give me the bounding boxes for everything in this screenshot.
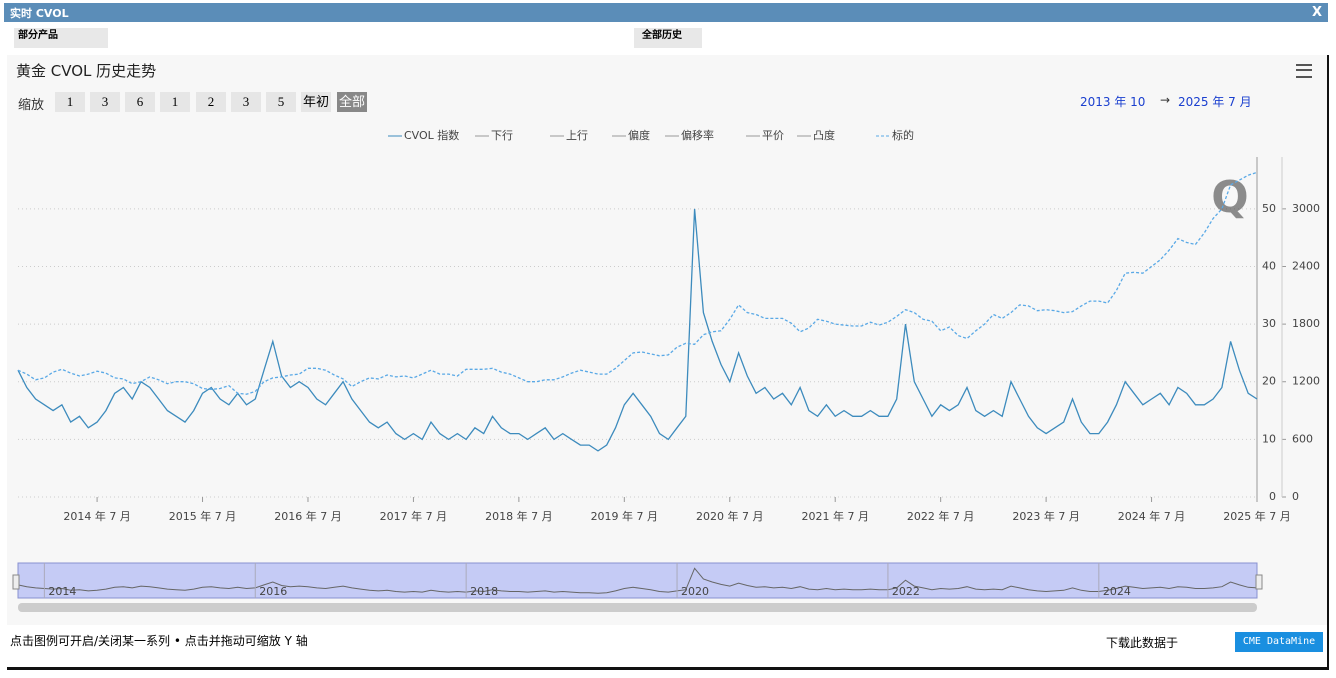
watermark: Q — [1211, 172, 1248, 223]
x-tick-label: 2017 年 7 月 — [380, 509, 447, 523]
x-tick-label: 2016 年 7 月 — [274, 509, 341, 523]
x-tick-label: 2020 年 7 月 — [696, 509, 763, 523]
x-tick-label: 2025 年 7 月 — [1223, 509, 1290, 523]
legend-item[interactable]: 上行 — [566, 129, 588, 142]
legend-item[interactable]: 标的 — [892, 128, 914, 142]
navigator-label: 2020 — [681, 585, 709, 598]
scrollbar[interactable] — [18, 603, 1257, 612]
menu-icon[interactable] — [1296, 64, 1312, 78]
zoom-button[interactable]: 3 — [231, 92, 261, 112]
y2-tick-label: 2400 — [1292, 259, 1320, 272]
y-tick-label: 50 — [1262, 202, 1276, 215]
range-to[interactable]: 2025 年 7 月 — [1178, 95, 1252, 109]
download-label: 下载此数据于 — [1106, 636, 1179, 650]
legend-item[interactable]: 下行 — [491, 129, 513, 142]
y2-tick-label: 600 — [1292, 432, 1313, 445]
series-line — [17, 171, 1258, 395]
legend-item[interactable]: 偏度 — [628, 128, 650, 142]
x-tick-label: 2014 年 7 月 — [63, 509, 130, 523]
datamine-link[interactable]: CME DataMine — [1235, 632, 1323, 652]
zoom-button[interactable]: 1 — [160, 92, 190, 112]
series-line — [17, 208, 1258, 452]
navigator-label: 2014 — [48, 585, 76, 598]
close-button[interactable]: X — [1311, 5, 1322, 20]
zoom-button[interactable]: 年初 — [301, 92, 331, 112]
zoom-button[interactable]: 全部 — [337, 92, 367, 112]
x-tick-label: 2018 年 7 月 — [485, 509, 552, 523]
zoom-label: 缩放 — [18, 98, 45, 113]
zoom-button[interactable]: 6 — [125, 92, 155, 112]
navigator-label: 2022 — [892, 585, 920, 598]
y2-tick-label: 0 — [1292, 490, 1299, 503]
x-tick-label: 2021 年 7 月 — [801, 509, 868, 523]
navigator-label: 2016 — [259, 585, 287, 598]
y-tick-label: 0 — [1269, 490, 1276, 503]
navigator-handle[interactable] — [1255, 574, 1263, 590]
y2-tick-label: 1800 — [1292, 317, 1320, 330]
x-tick-label: 2019 年 7 月 — [591, 509, 658, 523]
x-tick-label: 2023 年 7 月 — [1012, 509, 1079, 523]
range-arrow: → — [1160, 93, 1171, 107]
y2-tick-label: 1200 — [1292, 375, 1320, 388]
navigator-window — [17, 562, 1258, 599]
title-bar: 实时 CVOL X — [4, 3, 1328, 22]
y-tick-label: 40 — [1262, 259, 1276, 272]
y-tick-label: 10 — [1262, 432, 1276, 445]
x-tick-label: 2015 年 7 月 — [169, 509, 236, 523]
footer-hint: 点击图例可开启/关闭某一系列 • 点击并拖动可缩放 Y 轴 — [10, 634, 308, 648]
legend-item[interactable]: CVOL 指数 — [404, 128, 459, 142]
navigator-label: 2018 — [470, 585, 498, 598]
y-tick-label: 20 — [1262, 375, 1276, 388]
zoom-button[interactable]: 2 — [196, 92, 226, 112]
y2-tick-label: 3000 — [1292, 202, 1320, 215]
y-tick-label: 30 — [1262, 317, 1276, 330]
window-title: 实时 CVOL — [10, 7, 69, 20]
right-rule — [1327, 55, 1329, 670]
navigator-line — [17, 567, 1258, 594]
legend-item[interactable]: 偏移率 — [681, 128, 714, 142]
legend-item[interactable]: 平价 — [762, 129, 784, 142]
navigator-label: 2024 — [1103, 585, 1131, 598]
zoom-button[interactable]: 5 — [266, 92, 296, 112]
x-tick-label: 2024 年 7 月 — [1118, 509, 1185, 523]
zoom-button[interactable]: 3 — [90, 92, 120, 112]
navigator-handle[interactable] — [12, 574, 20, 590]
chart-title: 黄金 CVOL 历史走势 — [16, 62, 157, 80]
zoom-button[interactable]: 1 — [55, 92, 85, 112]
bottom-rule — [7, 667, 1329, 670]
chart: CVOL 指数 下行 上行 偏度 偏移率 平价 凸度 标的 0 10 20 30 40 50 0 600 120… — [12, 128, 1320, 612]
x-tick-label: 2022 年 7 月 — [907, 509, 974, 523]
legend-item[interactable]: 凸度 — [813, 128, 835, 142]
product-select[interactable]: 部分产品 — [14, 28, 108, 48]
chart-panel — [7, 55, 1327, 625]
history-select[interactable]: 全部历史 — [634, 28, 702, 48]
range-from[interactable]: 2013 年 10 — [1080, 95, 1146, 109]
